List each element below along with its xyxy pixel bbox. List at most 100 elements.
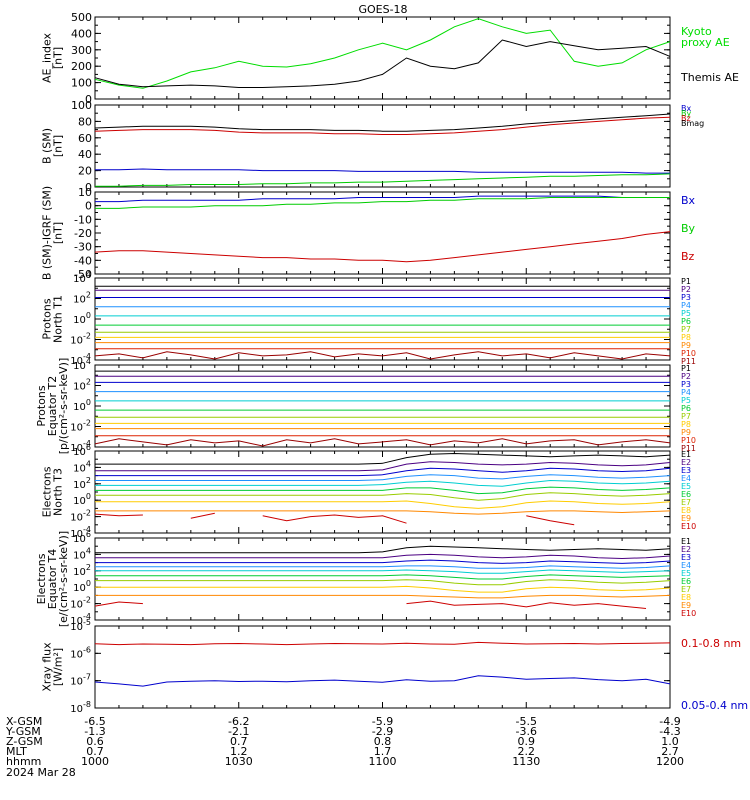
y-axis-label: Protons	[41, 298, 54, 339]
x-axis-value: 0.8	[374, 735, 392, 748]
series-line-e8	[95, 500, 671, 509]
x-axis-value: -4.3	[659, 725, 680, 738]
y-axis-label: Protons	[35, 385, 48, 426]
y-axis-label: Equator T4	[46, 549, 59, 609]
legend-label: Kyoto	[681, 25, 712, 38]
series-line-e10	[406, 600, 647, 609]
y-tick-label: 60	[78, 132, 92, 145]
x-axis-value: 2.7	[661, 745, 679, 758]
series-line-e9	[95, 510, 671, 515]
legend-label: E8	[681, 593, 691, 602]
legend-label: P6	[681, 404, 691, 413]
x-axis-value: 1.0	[661, 735, 679, 748]
y-axis-label: [p/(cm²-s-sr-keV)]	[57, 358, 70, 455]
series-line-bx	[95, 195, 670, 203]
y-tick-label: 104	[73, 546, 91, 561]
legend-label: Bmag	[681, 119, 704, 128]
legend-label: E2	[681, 458, 691, 467]
x-axis-value: 1100	[369, 755, 397, 768]
y-axis-label: Electrons	[35, 553, 48, 604]
legend-label: P11	[681, 444, 696, 453]
date-label: 2024 Mar 28	[6, 766, 76, 779]
series-line-e2	[95, 553, 671, 560]
legend-label: P9	[681, 341, 691, 350]
legend-label: 0.1-0.8 nm	[681, 637, 741, 650]
series-line-by	[95, 173, 671, 187]
series-line-by	[95, 197, 670, 209]
y-tick-label: 102	[73, 291, 91, 306]
legend-label: P8	[681, 333, 691, 342]
legend-label: E9	[681, 601, 691, 610]
y-tick-label: 106	[73, 530, 91, 545]
legend-label: E3	[681, 466, 691, 475]
x-axis-value: 1200	[656, 755, 684, 768]
x-axis-row-label: MLT	[6, 745, 27, 758]
x-axis-value: -5.9	[372, 715, 393, 728]
legend-label: 0.05-0.4 nm	[681, 699, 748, 712]
x-axis-value: -1.3	[84, 725, 105, 738]
y-tick-label: 20	[78, 165, 92, 178]
x-axis-value: 1.2	[230, 745, 248, 758]
series-line-e8	[95, 585, 671, 593]
legend-label: P5	[681, 309, 691, 318]
legend-label: P2	[681, 285, 691, 294]
x-axis-row-label: X-GSM	[6, 715, 42, 728]
legend-label: Bz	[681, 250, 695, 263]
x-axis-value: 0.7	[86, 745, 104, 758]
y-tick-label: 10	[78, 186, 92, 199]
series-line-e10	[190, 512, 215, 519]
panel-frame	[94, 104, 671, 188]
series-line-e1	[95, 452, 671, 465]
y-tick-label: 106	[73, 443, 91, 458]
legend-label: P3	[681, 380, 691, 389]
series-line-e1	[95, 545, 671, 554]
y-axis-label: [nT]	[52, 135, 65, 157]
x-axis-row-label: Y-GSM	[5, 725, 41, 738]
x-axis-row-label: hhmm	[6, 755, 41, 768]
y-tick-label: 100	[73, 398, 91, 413]
x-axis-value: -4.9	[659, 715, 680, 728]
x-axis-table: X-GSM -6.5 -6.2 -5.9 -5.5 -4.9 Y-GSM -1.3 -2.1 -2…	[5, 715, 684, 768]
panel-frame	[94, 364, 671, 448]
y-tick-label: 40	[78, 148, 92, 161]
y-axis-label: B (SM)-IGRF (SM)	[41, 186, 54, 280]
y-tick-label: 500	[71, 11, 92, 24]
y-tick-label: 10-2	[70, 419, 91, 434]
legend-label: P9	[681, 428, 691, 437]
legend-label: Themis AE	[680, 71, 739, 84]
legend-label: E8	[681, 506, 691, 515]
series-line-e7	[95, 579, 671, 586]
series-line-e4	[95, 474, 671, 481]
y-tick-label: 400	[71, 27, 92, 40]
y-tick-label: 102	[73, 476, 91, 491]
legend-label: Bx	[681, 194, 696, 207]
series-line-e3	[95, 467, 671, 477]
series-line-bmag	[94, 113, 671, 132]
series-line-bz	[94, 231, 671, 263]
x-axis-value: 1030	[225, 755, 253, 768]
x-axis-value: -2.1	[228, 725, 249, 738]
y-tick-label: 10-4	[70, 439, 91, 454]
x-axis-value: 1000	[81, 755, 109, 768]
series-line-e6	[95, 486, 671, 495]
series-line-p11	[94, 438, 671, 447]
x-axis-value: 0.7	[230, 735, 248, 748]
series-line-themis-ae	[94, 39, 671, 88]
series-line-0-1-0-8-nm	[94, 641, 671, 646]
series-line-e6	[95, 574, 671, 580]
panel-8: 10-8 10-7 10-6 10-5 Xray flux[W/m²] 0.1-0.8 n…	[41, 618, 749, 715]
y-axis-label: [nT]	[52, 222, 65, 244]
y-tick-label: -20	[74, 227, 92, 240]
legend-label: P7	[681, 412, 691, 421]
y-tick-label: 104	[73, 357, 91, 372]
y-tick-label: 0	[85, 93, 92, 106]
legend-label: P11	[681, 357, 696, 366]
x-axis-value: 2.2	[518, 745, 536, 758]
legend-label: E5	[681, 482, 691, 491]
